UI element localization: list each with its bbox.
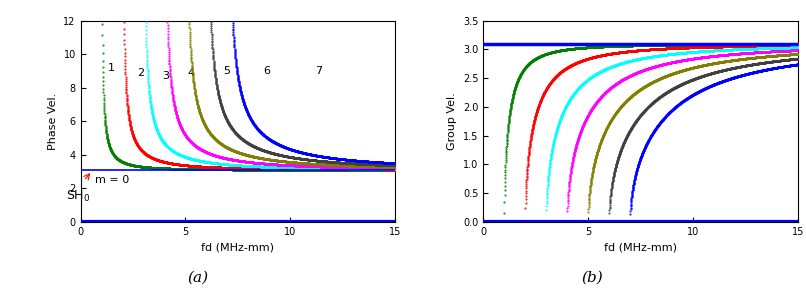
Text: 6: 6 — [263, 66, 270, 76]
Text: (b): (b) — [582, 270, 603, 284]
Text: 3: 3 — [162, 71, 169, 81]
Text: 1: 1 — [108, 63, 115, 73]
Text: SH$_0$: SH$_0$ — [66, 189, 90, 204]
X-axis label: fd (MHz-mm): fd (MHz-mm) — [604, 242, 677, 252]
Text: m = 0: m = 0 — [95, 176, 130, 185]
Text: 4: 4 — [188, 68, 195, 78]
Y-axis label: Group Vel.: Group Vel. — [447, 92, 457, 150]
X-axis label: fd (MHz-mm): fd (MHz-mm) — [202, 242, 274, 252]
Text: (a): (a) — [187, 270, 208, 284]
Y-axis label: Phase Vel.: Phase Vel. — [48, 93, 58, 150]
Text: 5: 5 — [223, 66, 231, 76]
Text: 7: 7 — [315, 66, 322, 76]
Text: 2: 2 — [137, 68, 144, 78]
